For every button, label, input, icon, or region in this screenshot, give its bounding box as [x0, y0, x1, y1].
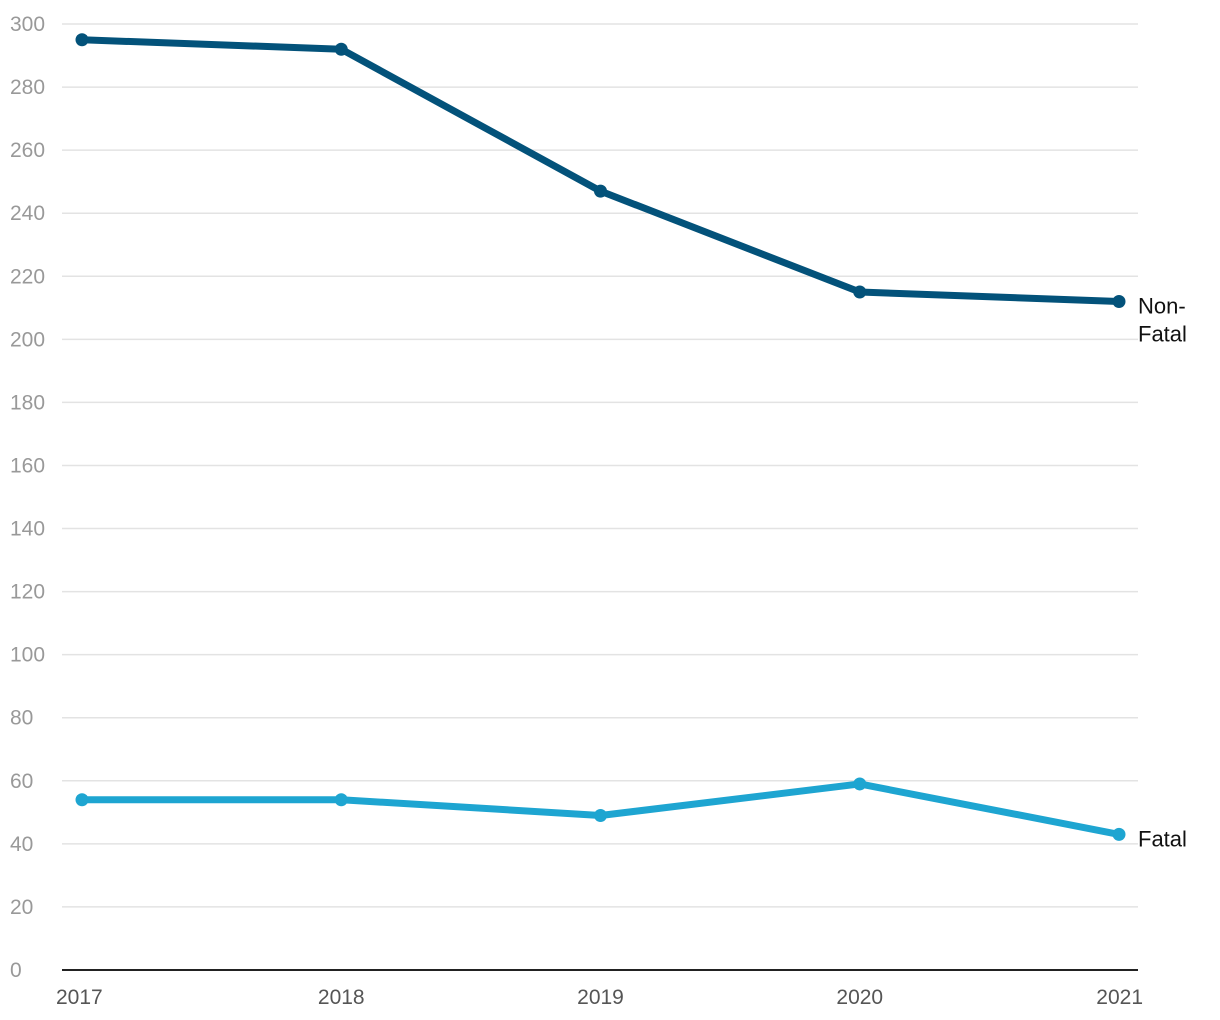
- data-point: [594, 184, 607, 198]
- y-tick-label: 260: [10, 139, 45, 162]
- y-tick-label: 0: [10, 959, 22, 982]
- x-tick-label: 2020: [836, 986, 883, 1009]
- data-point: [853, 777, 867, 791]
- y-tick-label: 60: [10, 770, 33, 793]
- y-axis-ticks: 0 20 40 60 80 100 120 140 160 180 200 220 240 260 280 3…: [10, 13, 45, 982]
- x-tick-label: 2019: [577, 986, 624, 1009]
- y-tick-label: 120: [10, 581, 45, 604]
- series-line-non-fatal: [78, 36, 1123, 305]
- y-tick-label: 220: [10, 265, 45, 288]
- data-point: [334, 42, 348, 56]
- series-labels: Non- Fatal Fatal: [1138, 293, 1187, 851]
- y-tick-label: 40: [10, 833, 33, 856]
- y-tick-label: 180: [10, 391, 45, 414]
- data-point: [1112, 294, 1126, 308]
- y-tick-label: 140: [10, 518, 45, 541]
- y-tick-label: 80: [10, 707, 33, 730]
- y-tick-label: 240: [10, 202, 45, 225]
- data-point: [334, 793, 348, 807]
- y-tick-label: 200: [10, 328, 45, 351]
- data-point: [1112, 827, 1126, 841]
- x-tick-label: 2017: [56, 986, 103, 1009]
- gridlines: [62, 23, 1138, 908]
- data-point: [853, 285, 867, 299]
- data-point: [75, 33, 89, 47]
- series-label: Fatal: [1138, 826, 1187, 851]
- y-tick-label: 280: [10, 76, 45, 99]
- x-tick-label: 2018: [318, 986, 365, 1009]
- y-tick-label: 160: [10, 454, 45, 477]
- series-label: Non-: [1138, 293, 1186, 318]
- x-tick-label: 2021: [1096, 986, 1143, 1009]
- y-tick-label: 300: [10, 13, 45, 36]
- series-label: Fatal: [1138, 321, 1187, 346]
- data-point: [75, 793, 89, 807]
- x-axis-ticks: 2017 2018 2019 2020 2021: [56, 986, 1143, 1009]
- y-tick-label: 100: [10, 644, 45, 667]
- data-point: [594, 808, 607, 822]
- series-lines: [75, 33, 1126, 841]
- y-tick-label: 20: [10, 896, 33, 919]
